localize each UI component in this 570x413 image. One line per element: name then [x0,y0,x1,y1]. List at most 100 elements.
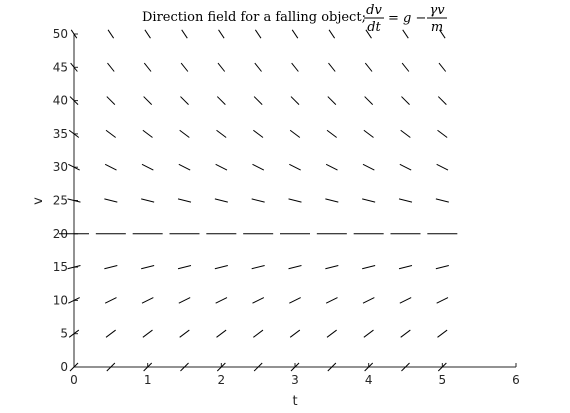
direction-segment [252,297,265,304]
direction-segment [363,329,374,338]
direction-segment [106,362,116,372]
direction-segment [435,264,449,270]
direction-segment [435,198,449,203]
direction-segment [364,96,374,105]
equation-rhs-numerator: γv [429,3,445,18]
direction-segment [362,297,375,304]
direction-segment [325,163,338,171]
direction-segment [216,129,227,138]
direction-segment [180,96,189,105]
direction-segment [401,362,410,372]
y-tick-label: 40 [53,94,68,108]
direction-segment [253,96,263,105]
direction-segment [141,163,154,171]
direction-segment [104,198,118,203]
y-tick-label: 15 [53,260,68,274]
direction-segment [325,264,339,270]
title-prefix: Direction field for a falling object; [142,10,366,25]
y-tick-label: 5 [60,327,68,341]
direction-segment [437,329,448,338]
direction-segment [68,163,80,171]
direction-segment [398,264,413,270]
direction-segment [437,96,447,105]
direction-segment [251,198,265,203]
x-tick-label: 0 [70,373,78,387]
direction-segment [216,329,227,338]
equation: dv dt = g − γv m [364,3,447,35]
direction-segment [253,129,264,138]
equation-lhs-denominator: dt [367,20,381,35]
direction-segment [106,96,116,105]
direction-segment [67,264,81,270]
direction-segment [68,129,80,138]
direction-segment [214,198,228,203]
direction-segment [399,163,412,171]
direction-segment [251,264,265,270]
direction-segment [328,29,336,39]
direction-segment [437,362,447,372]
direction-segment [253,329,264,338]
chart-title: Direction field for a falling object; dv… [142,3,447,35]
direction-segment [288,264,302,270]
x-tick-label: 6 [512,373,520,387]
direction-segment [326,129,337,138]
direction-segment [398,198,413,203]
direction-segment [291,29,299,39]
direction-segment [142,129,153,138]
direction-segment [179,329,190,338]
direction-segment [104,297,117,304]
y-tick-label: 0 [60,360,68,374]
direction-segment [104,264,118,270]
x-axis-label: t [292,394,297,409]
direction-segment [178,297,191,304]
direction-segment [69,96,79,105]
direction-segment [436,163,449,171]
direction-segment [289,297,301,304]
direction-segment [215,297,228,304]
direction-segment [105,129,116,138]
direction-segment [141,264,155,270]
x-tick-label: 1 [144,373,152,387]
direction-segment [177,198,192,203]
direction-segment [325,297,338,304]
direction-segment [254,29,262,39]
direction-segment [144,29,151,39]
direction-segment [401,62,410,72]
direction-segment [325,198,339,203]
equation-lhs-numerator: dv [366,3,382,18]
direction-segment [214,264,228,270]
x-tick-label: 5 [439,373,447,387]
direction-segment [327,96,337,105]
direction-segment [67,198,81,203]
direction-segment [364,362,374,372]
direction-segment [215,163,228,171]
direction-segment [70,29,78,39]
direction-segment [216,362,226,372]
direction-segment [289,329,301,338]
direction-segment [104,163,117,171]
direction-segment [437,129,448,138]
direction-segment [399,297,412,304]
direction-segment [288,198,302,203]
direction-segment [362,163,375,171]
direction-segment [254,62,262,72]
direction-segment [178,163,191,171]
direction-segment [70,62,78,72]
direction-segment [290,362,300,372]
direction-segment [218,29,225,39]
direction-segment [362,198,376,203]
direction-segment [141,297,154,304]
direction-segment [326,329,337,338]
direction-segment [143,362,153,372]
y-tick-label: 10 [53,293,68,307]
direction-segment [216,96,226,105]
direction-segments [59,29,458,372]
x-tick-label: 3 [291,373,299,387]
direction-segment [141,198,155,203]
direction-segment [365,29,372,39]
direction-segment [327,362,337,372]
direction-segment [400,329,411,338]
y-tick-label: 25 [53,194,68,208]
